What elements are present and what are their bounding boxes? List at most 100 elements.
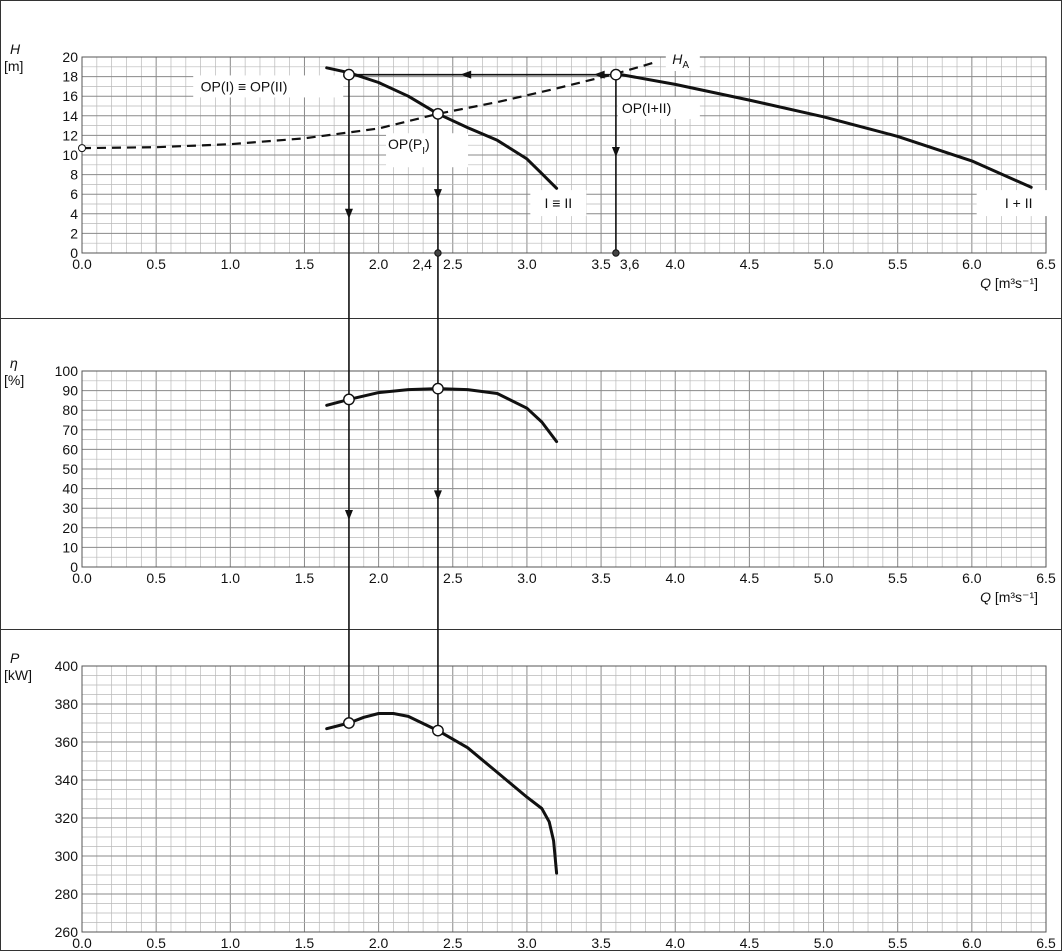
- x-tick-label: 6.0: [962, 570, 982, 586]
- y-tick-label: 16: [62, 88, 78, 104]
- system-curve-start-marker: [78, 144, 86, 153]
- arrow-head: [433, 490, 442, 501]
- x-tick-label: 2.5: [443, 935, 463, 951]
- operating-point-label: OP(I+II): [622, 100, 671, 116]
- flow-value-label: 2,4: [412, 256, 432, 272]
- x-tick-label: 3.0: [517, 570, 537, 586]
- operating-point-markers: [78, 68, 622, 737]
- operating-point-projection-lines: [344, 70, 620, 731]
- series-line: [614, 72, 1033, 189]
- x-tick-label: 5.0: [814, 935, 834, 951]
- x-tick-label: 2.5: [443, 256, 463, 272]
- efficiency-tick-labels: 0.0 0.5 1.0 1.5 2.0 2.5 3.0 3.5 4.0 4.5 5.0 5.5 6.0 6…: [55, 363, 1056, 586]
- x-tick-label: 0.5: [146, 256, 166, 272]
- y-tick-label: 18: [62, 69, 78, 85]
- arrow-head: [433, 189, 442, 200]
- y-tick-label: 360: [55, 734, 79, 750]
- x-tick-label: 2.5: [443, 570, 463, 586]
- x-tick-label: 4.0: [665, 256, 685, 272]
- x-tick-label: 4.0: [665, 570, 685, 586]
- x-axis-label: Q [m³s⁻¹]: [980, 589, 1038, 605]
- y-tick-label: 0: [70, 559, 78, 575]
- power-grid: [81, 665, 1047, 933]
- operating-point-marker: [343, 68, 355, 81]
- x-tick-label: 1.5: [295, 935, 315, 951]
- x-tick-label: 6.5: [1036, 570, 1056, 586]
- x-tick-label: 1.5: [295, 256, 315, 272]
- y-tick-label: 10: [62, 147, 78, 163]
- x-tick-label: 6.5: [1036, 935, 1056, 951]
- y-tick-label: 20: [62, 520, 78, 536]
- series-label: I ≡ II: [545, 195, 573, 211]
- label-background: [976, 190, 1061, 217]
- series-line: [325, 66, 559, 190]
- plot-border: [81, 370, 1047, 568]
- x-tick-label: 3.5: [591, 935, 611, 951]
- label-background: [530, 190, 587, 217]
- power-chart-panel: 0.0 0.5 1.0 1.5 2.0 2.5 3.0 3.5 4.0 4.5 5.0 5.5 6.0 6…: [4, 650, 1056, 951]
- head-tick-labels: 0.0 0.5 1.0 1.5 2.0 2.5 3.0 3.5 4.0 4.5 5.0 5.5 6.0 6…: [62, 49, 1056, 272]
- y-tick-label: 320: [55, 810, 79, 826]
- y-tick-label: 300: [55, 848, 79, 864]
- x-tick-label: 1.0: [221, 256, 241, 272]
- y-tick-label: 90: [62, 383, 78, 399]
- y-axis-unit: [%]: [4, 372, 24, 388]
- label-background: [617, 96, 700, 119]
- x-tick-label: 4.5: [740, 256, 760, 272]
- y-tick-label: 0: [70, 245, 78, 261]
- axis-point-marker: [612, 249, 620, 257]
- x-tick-label: 5.0: [814, 570, 834, 586]
- series-label: I + II: [1005, 195, 1033, 211]
- y-tick-label: 260: [55, 924, 79, 940]
- power-annotations: P[kW]Q [m³s⁻¹]: [4, 650, 32, 683]
- y-tick-label: 2: [70, 225, 78, 241]
- x-tick-label: 3.5: [591, 256, 611, 272]
- y-tick-label: 6: [70, 186, 78, 202]
- y-tick-label: 4: [70, 206, 78, 222]
- power-tick-labels: 0.0 0.5 1.0 1.5 2.0 2.5 3.0 3.5 4.0 4.5 5.0 5.5 6.0 6…: [55, 658, 1056, 951]
- operating-point-marker: [432, 107, 444, 120]
- flow-value-label: 3,6: [620, 256, 640, 272]
- operating-point-marker: [432, 382, 444, 395]
- y-tick-label: 100: [55, 363, 79, 379]
- head-annotations: H[m] Q [m³s⁻¹] I ≡ II I + II HA OP(I) ≡ OP(II…: [4, 41, 1061, 291]
- system-curve-label: HA: [672, 51, 689, 71]
- y-tick-label: 380: [55, 696, 79, 712]
- plot-border: [81, 56, 1047, 254]
- x-tick-label: 4.0: [665, 935, 685, 951]
- efficiency-grid: [81, 370, 1047, 568]
- label-background: [193, 75, 344, 98]
- y-tick-label: 70: [62, 422, 78, 438]
- y-axis-symbol: η: [10, 355, 18, 371]
- y-tick-label: 14: [62, 108, 78, 124]
- operating-point-label: OP(PI): [388, 136, 430, 157]
- x-tick-label: 3.0: [517, 935, 537, 951]
- x-tick-label: 5.5: [888, 570, 908, 586]
- y-axis-symbol: H: [10, 41, 21, 57]
- axis-point-marker: [434, 249, 442, 257]
- x-tick-label: 6.0: [962, 256, 982, 272]
- label-background: [386, 133, 469, 168]
- series-line: [81, 61, 654, 150]
- y-tick-label: 80: [62, 402, 78, 418]
- x-tick-label: 6.5: [1036, 256, 1056, 272]
- x-tick-label: 0.0: [72, 570, 92, 586]
- y-tick-label: 40: [62, 481, 78, 497]
- y-tick-label: 12: [62, 127, 78, 143]
- operating-point-marker: [343, 393, 355, 406]
- y-axis-symbol: P: [10, 650, 20, 666]
- y-axis-unit: [kW]: [4, 667, 32, 683]
- x-tick-label: 3.0: [517, 256, 537, 272]
- x-tick-label: 0.5: [146, 570, 166, 586]
- x-tick-label: 0.0: [72, 935, 92, 951]
- operating-point-label: OP(I) ≡ OP(II): [201, 78, 288, 94]
- operating-point-marker: [610, 68, 622, 81]
- y-tick-label: 50: [62, 461, 78, 477]
- y-tick-label: 340: [55, 772, 79, 788]
- x-tick-label: 3.5: [591, 570, 611, 586]
- y-tick-label: 30: [62, 500, 78, 516]
- efficiency-series: [325, 387, 559, 444]
- efficiency-annotations: η[%] Q [m³s⁻¹]: [4, 355, 1038, 605]
- x-tick-label: 4.5: [740, 935, 760, 951]
